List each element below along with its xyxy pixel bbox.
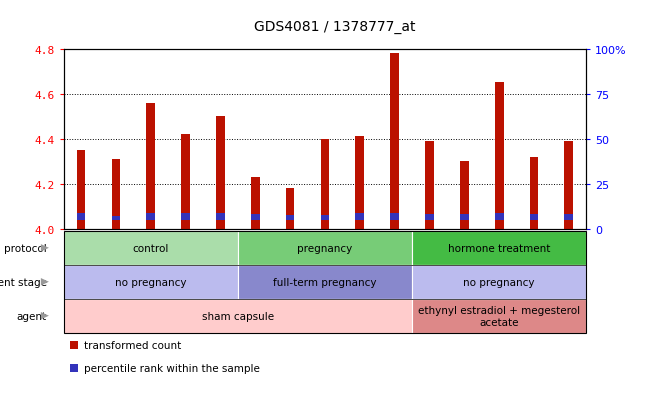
Bar [494, 214, 504, 220]
Bar [564, 215, 574, 220]
Text: transformed count: transformed count [84, 340, 181, 350]
Bar [181, 214, 190, 220]
Bar [285, 189, 294, 229]
Bar [494, 83, 504, 229]
Bar [76, 151, 85, 229]
Bar [321, 139, 330, 229]
Bar [460, 162, 469, 229]
Text: no pregnancy: no pregnancy [464, 277, 535, 287]
Bar [390, 214, 399, 220]
Text: full-term pregnancy: full-term pregnancy [273, 277, 377, 287]
Bar [251, 178, 260, 229]
Text: GDS4081 / 1378777_at: GDS4081 / 1378777_at [254, 20, 416, 34]
Bar [355, 214, 364, 220]
Bar [460, 215, 469, 220]
Bar [111, 216, 121, 220]
Text: pregnancy: pregnancy [297, 243, 352, 253]
Bar [390, 54, 399, 229]
Bar [216, 117, 225, 229]
Text: protocol: protocol [4, 243, 47, 253]
Text: development stage: development stage [0, 277, 47, 287]
Text: no pregnancy: no pregnancy [115, 277, 186, 287]
Bar [425, 215, 434, 220]
Text: ethynyl estradiol + megesterol
acetate: ethynyl estradiol + megesterol acetate [418, 305, 580, 327]
Text: control: control [133, 243, 169, 253]
Bar [355, 137, 364, 229]
Bar [216, 214, 225, 220]
Bar [111, 159, 121, 229]
Text: agent: agent [17, 311, 47, 321]
Bar [285, 215, 294, 220]
Bar [425, 142, 434, 229]
Text: percentile rank within the sample: percentile rank within the sample [84, 363, 260, 373]
Bar [146, 214, 155, 220]
Bar [529, 215, 539, 220]
Bar [146, 104, 155, 229]
Bar [529, 157, 539, 229]
Text: hormone treatment: hormone treatment [448, 243, 550, 253]
Bar [76, 214, 85, 220]
Bar [251, 215, 260, 220]
Bar [564, 142, 574, 229]
Text: sham capsule: sham capsule [202, 311, 274, 321]
Bar [321, 215, 330, 220]
Bar [181, 135, 190, 229]
